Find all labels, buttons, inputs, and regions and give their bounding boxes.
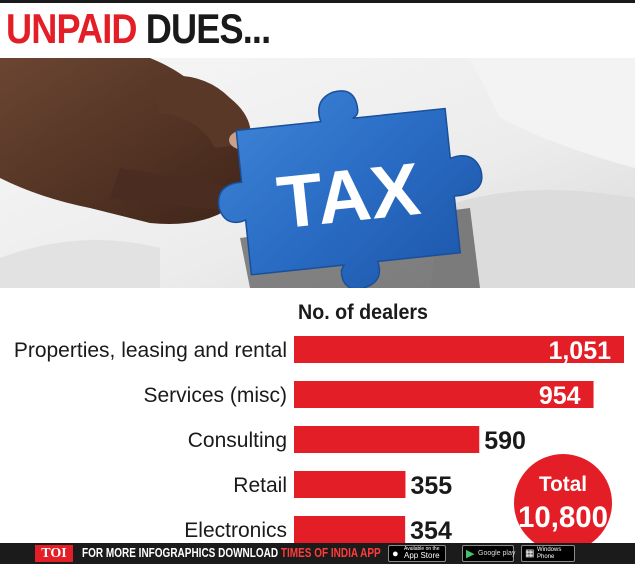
- bar: [294, 426, 480, 453]
- category-label: Services (misc): [143, 384, 287, 407]
- category-label: Retail: [233, 474, 287, 497]
- play-triangle-icon: ▶: [466, 548, 475, 560]
- category-label: Properties, leasing and rental: [14, 339, 287, 362]
- app-store-badge[interactable]: ● Available on the App Store: [388, 545, 446, 562]
- total-value: 10,800: [518, 501, 608, 534]
- windows-icon: ▦: [525, 548, 535, 559]
- bar-value-label: 1,051: [548, 337, 611, 365]
- headline-rest: DUES...: [145, 5, 271, 52]
- promo-footer: TOI FOR MORE INFOGRAPHICS DOWNLOAD TIMES…: [0, 543, 635, 564]
- category-label: Consulting: [188, 429, 287, 452]
- footer-message: FOR MORE INFOGRAPHICS DOWNLOAD TIMES OF …: [82, 543, 381, 564]
- puzzle-text: TAX: [273, 147, 423, 244]
- top-rule: [0, 0, 635, 3]
- windows-phone-line2: Phone: [537, 554, 555, 560]
- total-badge: Total 10,800: [514, 454, 612, 543]
- bar: [294, 471, 406, 498]
- chart-title: No. of dealers: [298, 301, 428, 324]
- apple-icon: ●: [392, 548, 399, 560]
- bar-value-label: 954: [539, 382, 581, 410]
- app-store-small-text: Available on the: [404, 546, 440, 552]
- windows-phone-line1: Windows: [537, 547, 562, 553]
- google-play-label: Google play: [478, 550, 516, 557]
- windows-phone-badge[interactable]: ▦ Windows Phone: [521, 545, 575, 562]
- headline: UNPAID DUES...: [6, 4, 271, 54]
- total-circle: [514, 454, 612, 543]
- bar-value-label: 590: [484, 427, 526, 455]
- dealers-bar-chart: No. of dealers Properties, leasing and r…: [14, 301, 624, 543]
- bar-value-label: 354: [410, 517, 452, 543]
- bar: [294, 381, 594, 408]
- headline-highlight: UNPAID: [6, 5, 137, 52]
- footer-message-text: FOR MORE INFOGRAPHICS DOWNLOAD: [82, 546, 279, 560]
- google-play-badge[interactable]: ▶ Google play: [462, 545, 516, 562]
- bar: [294, 516, 406, 543]
- category-label: Electronics: [184, 519, 287, 542]
- tax-puzzle-photo: TAX: [0, 58, 635, 288]
- app-store-label: App Store: [404, 551, 440, 560]
- footer-app-name: TIMES OF INDIA APP: [280, 546, 381, 560]
- chart-bars: Properties, leasing and rental 1,051 Servi…: [14, 336, 624, 543]
- toi-logo[interactable]: TOI: [35, 545, 73, 562]
- bar: [294, 336, 624, 363]
- bar-value-label: 355: [410, 472, 452, 500]
- total-label: Total: [539, 473, 587, 496]
